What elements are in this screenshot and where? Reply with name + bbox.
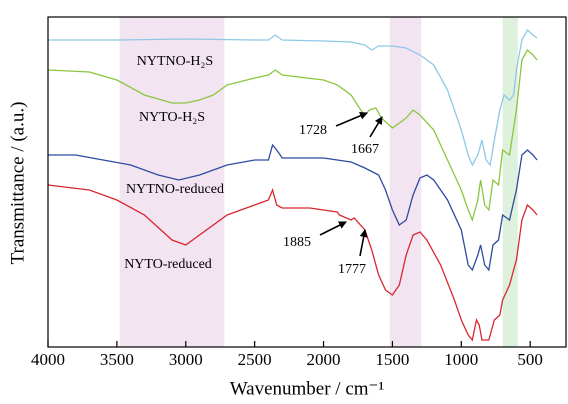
x-tick-label: 2500 [238,350,272,369]
x-tick-label: 4000 [31,350,65,369]
shaded-region [119,17,225,347]
annotation-arrow [319,221,347,236]
series-label: NYTNO-H₂S [137,54,213,69]
x-tick-label: 1000 [444,350,478,369]
annotation-arrow [335,112,368,127]
annotation: 1728 [299,123,327,138]
shaded-region [502,17,518,347]
spectrum-line [48,143,538,272]
x-tick-label: 1500 [375,350,409,369]
series-label: NYTO-reduced [124,257,212,272]
x-tick-label: 2000 [307,350,341,369]
axes: 4000 3500 3000 2500 2000 1500 1000 500 [31,16,567,369]
x-tick-label: 3000 [169,350,203,369]
spectrum-line [47,48,538,223]
series-label: NYTNO-reduced [126,182,224,197]
series-label: NYTO-H₂S [139,110,205,125]
annotation: 1777 [338,262,366,277]
shaded-regions [119,17,518,347]
y-axis-label: Transmittance / (a.u.) [7,102,28,265]
spectrum-line [48,28,538,167]
annotation-arrow [369,116,383,138]
annotation-arrow [359,229,368,257]
annotation: 1885 [283,235,311,250]
x-tick-label: 3500 [100,350,134,369]
x-axis-label: Wavenumber / cm⁻¹ [230,378,385,399]
plot-frame [47,16,567,348]
shaded-region [389,17,422,347]
annotation: 1667 [351,142,379,157]
spectrum-line [47,184,538,342]
x-tick-label: 500 [517,350,543,369]
spectra [47,28,538,342]
